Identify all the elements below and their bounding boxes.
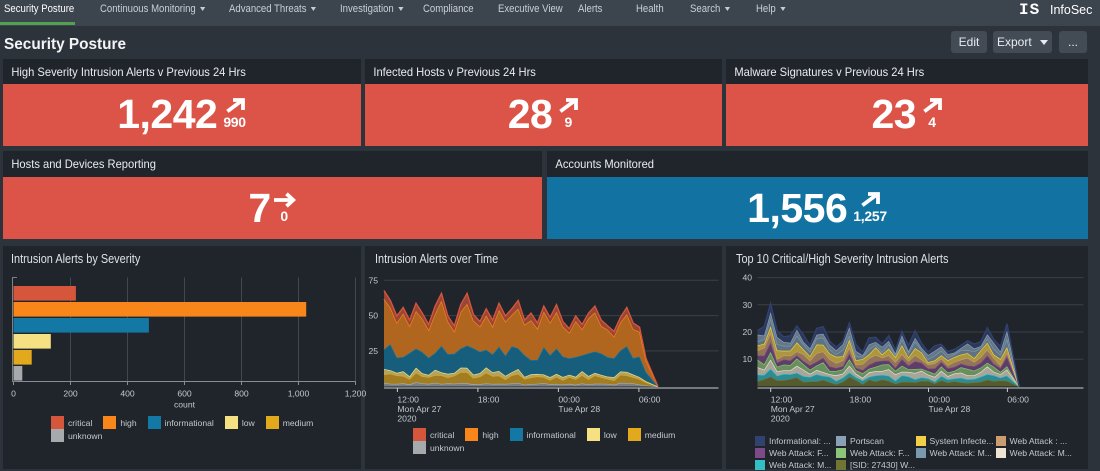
svg-text:18:00: 18:00 [850, 395, 872, 405]
svg-text:20: 20 [742, 327, 752, 337]
svg-text:40: 40 [742, 273, 752, 283]
svg-text:12:00: 12:00 [397, 395, 419, 405]
svg-text:Mon Apr 27: Mon Apr 27 [397, 404, 441, 414]
svg-text:400: 400 [120, 389, 135, 399]
svg-text:30: 30 [742, 300, 752, 310]
svg-text:Tue Apr 28: Tue Apr 28 [558, 404, 600, 414]
svg-text:count: count [174, 400, 196, 410]
svg-text:Tue Apr 28: Tue Apr 28 [929, 404, 971, 414]
svg-text:06:00: 06:00 [639, 395, 661, 405]
svg-text:75: 75 [368, 275, 378, 285]
svg-text:0: 0 [11, 389, 16, 399]
svg-text:10: 10 [742, 354, 752, 364]
svg-text:25: 25 [368, 346, 378, 356]
svg-text:12:00: 12:00 [771, 395, 793, 405]
svg-text:50: 50 [368, 311, 378, 321]
svg-text:18:00: 18:00 [478, 395, 500, 405]
svg-text:Mon Apr 27: Mon Apr 27 [771, 404, 815, 414]
svg-text:06:00: 06:00 [1007, 395, 1029, 405]
svg-text:800: 800 [234, 389, 249, 399]
svg-text:2020: 2020 [397, 414, 416, 424]
svg-text:1,200: 1,200 [345, 389, 367, 399]
svg-text:600: 600 [177, 389, 192, 399]
svg-text:00:00: 00:00 [558, 395, 580, 405]
svg-text:2020: 2020 [771, 414, 790, 424]
svg-text:200: 200 [63, 389, 78, 399]
svg-text:1,000: 1,000 [288, 389, 310, 399]
svg-text:00:00: 00:00 [929, 395, 951, 405]
